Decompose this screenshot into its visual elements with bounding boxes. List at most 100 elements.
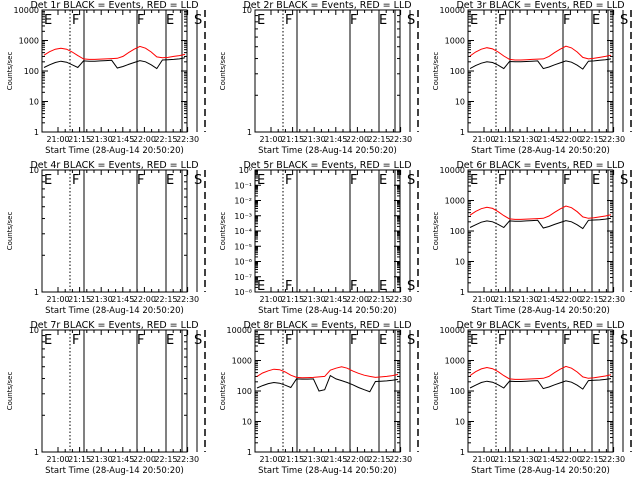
x-tick-label: 21:00 — [259, 135, 282, 144]
y-tick-label: 10000 — [14, 6, 39, 15]
x-tick-label: 22:30 — [602, 135, 625, 144]
x-axis-label: Start Time (28-Aug-14 20:50:20) — [45, 306, 184, 316]
x-tick-label: 21:00 — [259, 455, 282, 464]
panel-title: Det 3r BLACK = Events, RED = LLD — [456, 0, 624, 11]
x-axis-label: Start Time (28-Aug-14 20:50:20) — [45, 466, 184, 476]
series-lld-line — [43, 45, 186, 60]
y-tick-label: 10 — [29, 326, 39, 335]
series-events-line — [469, 217, 612, 230]
y-tick-label: 10000 — [440, 326, 465, 335]
flag-label: S — [194, 333, 202, 348]
y-axis-label: Counts/sec — [6, 52, 14, 91]
flag-label: F — [350, 333, 357, 348]
flag-label: E — [166, 13, 174, 28]
panel-title: Det 9r BLACK = Events, RED = LLD — [456, 320, 624, 331]
x-tick-label: 21:15 — [494, 295, 517, 304]
series-lld-line — [469, 45, 612, 61]
y-tick-label: 10000 — [440, 6, 465, 15]
x-tick-label: 22:15 — [580, 135, 603, 144]
flag-label: F — [350, 279, 357, 294]
y-tick-label: 1 — [460, 448, 465, 457]
flag-label: F — [563, 13, 570, 28]
flag-label: S — [620, 333, 628, 348]
x-tick-label: 22:30 — [389, 135, 412, 144]
panel-p8: Det 8r BLACK = Events, RED = LLD 1 10 100 10… — [219, 320, 419, 476]
x-tick-label: 22:15 — [367, 455, 390, 464]
x-tick-label: 21:00 — [472, 135, 495, 144]
y-tick-label: 10⁻³ — [234, 212, 252, 221]
flag-label: F — [285, 13, 292, 28]
x-tick-label: 22:30 — [389, 295, 412, 304]
flag-label: F — [498, 333, 505, 348]
y-tick-label: 100 — [450, 67, 465, 76]
y-tick-label: 10 — [29, 98, 39, 107]
flag-label: S — [407, 173, 415, 188]
plot-frame — [41, 9, 188, 133]
x-tick-label: 22:00 — [559, 295, 582, 304]
panel-title: Det 5r BLACK = Events, RED = LLD — [243, 160, 411, 171]
flag-label: F — [563, 173, 570, 188]
flag-label: S — [194, 13, 202, 28]
y-tick-label: 10 — [455, 98, 465, 107]
x-tick-label: 21:45 — [324, 455, 347, 464]
plot-frame — [41, 169, 188, 293]
x-tick-label: 22:15 — [580, 295, 603, 304]
x-axis-label: Start Time (28-Aug-14 20:50:20) — [471, 306, 610, 316]
flag-label: F — [498, 173, 505, 188]
x-tick-label: 21:15 — [494, 135, 517, 144]
y-tick-label: 10⁻⁸ — [234, 288, 252, 297]
flag-label: E — [379, 173, 387, 188]
x-tick-label: 22:00 — [133, 455, 156, 464]
panel-p2: Det 2r BLACK = Events, RED = LLD 1 10 Count… — [219, 0, 419, 156]
y-tick-label: 1 — [247, 448, 252, 457]
x-tick-label: 21:00 — [46, 135, 69, 144]
y-axis-label: Counts/sec — [432, 212, 440, 251]
x-tick-label: 22:30 — [602, 295, 625, 304]
flag-label: F — [137, 173, 144, 188]
flag-label: F — [137, 13, 144, 28]
x-tick-label: 22:30 — [602, 455, 625, 464]
x-tick-label: 21:45 — [324, 295, 347, 304]
x-tick-label: 22:15 — [580, 455, 603, 464]
flag-label: F — [72, 13, 79, 28]
y-tick-label: 100 — [450, 227, 465, 236]
x-tick-label: 21:15 — [281, 135, 304, 144]
panel-title: Det 6r BLACK = Events, RED = LLD — [456, 160, 624, 171]
x-tick-label: 22:30 — [176, 135, 199, 144]
y-tick-label: 1000 — [445, 357, 465, 366]
x-axis-label: Start Time (28-Aug-14 20:50:20) — [258, 466, 397, 476]
y-tick-label: 10 — [29, 166, 39, 175]
x-tick-label: 22:00 — [559, 135, 582, 144]
x-axis-label: Start Time (28-Aug-14 20:50:20) — [45, 146, 184, 156]
x-axis-label: Start Time (28-Aug-14 20:50:20) — [258, 306, 397, 316]
x-tick-label: 21:15 — [494, 455, 517, 464]
y-tick-label: 1000 — [445, 37, 465, 46]
y-tick-label: 1 — [460, 288, 465, 297]
x-tick-label: 22:30 — [176, 295, 199, 304]
y-tick-label: 10⁻⁶ — [234, 258, 252, 267]
x-tick-label: 22:15 — [367, 295, 390, 304]
x-tick-label: 22:00 — [559, 455, 582, 464]
x-tick-label: 22:00 — [133, 135, 156, 144]
x-tick-label: 21:30 — [516, 135, 539, 144]
y-axis-label: Counts/sec — [432, 52, 440, 91]
plot-frame — [467, 329, 614, 453]
y-tick-label: 10 — [242, 418, 252, 427]
x-tick-label: 22:00 — [346, 295, 369, 304]
flag-label: E — [379, 13, 387, 28]
series-events-line — [43, 57, 186, 70]
x-tick-label: 21:30 — [90, 295, 113, 304]
y-axis-label: Counts/sec — [219, 52, 227, 91]
panel-p5: Det 5r BLACK = Events, RED = LLD 10⁻⁸ 10⁻⁷… — [219, 160, 419, 316]
y-axis-label: Counts/sec — [219, 372, 227, 411]
plot-frame — [41, 329, 188, 453]
x-tick-label: 21:45 — [111, 455, 134, 464]
flag-label: F — [350, 13, 357, 28]
flag-label: S — [620, 173, 628, 188]
y-tick-label: 10⁻⁷ — [234, 273, 252, 282]
flag-label: E — [44, 333, 52, 348]
panel-title: Det 8r BLACK = Events, RED = LLD — [243, 320, 411, 331]
x-tick-label: 21:30 — [516, 455, 539, 464]
y-tick-label: 1000 — [445, 197, 465, 206]
